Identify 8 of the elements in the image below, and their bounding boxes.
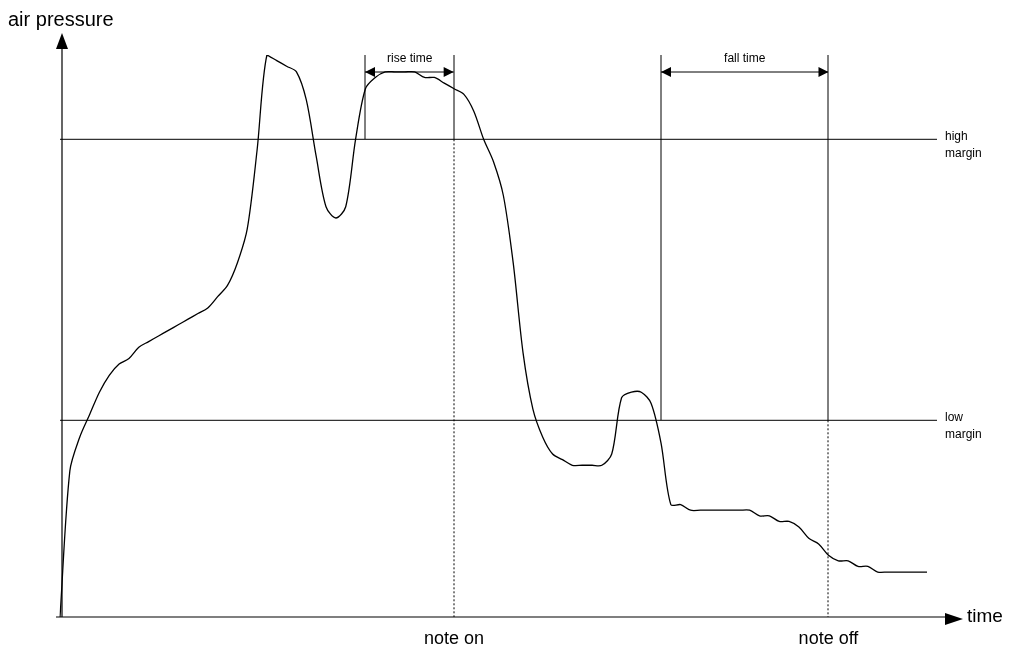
ref-line-label: low margin <box>945 409 982 441</box>
annotation: rise time <box>387 51 433 65</box>
text: note on <box>424 627 485 648</box>
x-axis-title: time <box>967 605 1003 627</box>
text: note off <box>798 627 860 648</box>
ref-line-label: high margin <box>945 128 982 160</box>
y-axis-title: air pressure <box>8 7 114 30</box>
annotation: fall time <box>724 51 766 65</box>
